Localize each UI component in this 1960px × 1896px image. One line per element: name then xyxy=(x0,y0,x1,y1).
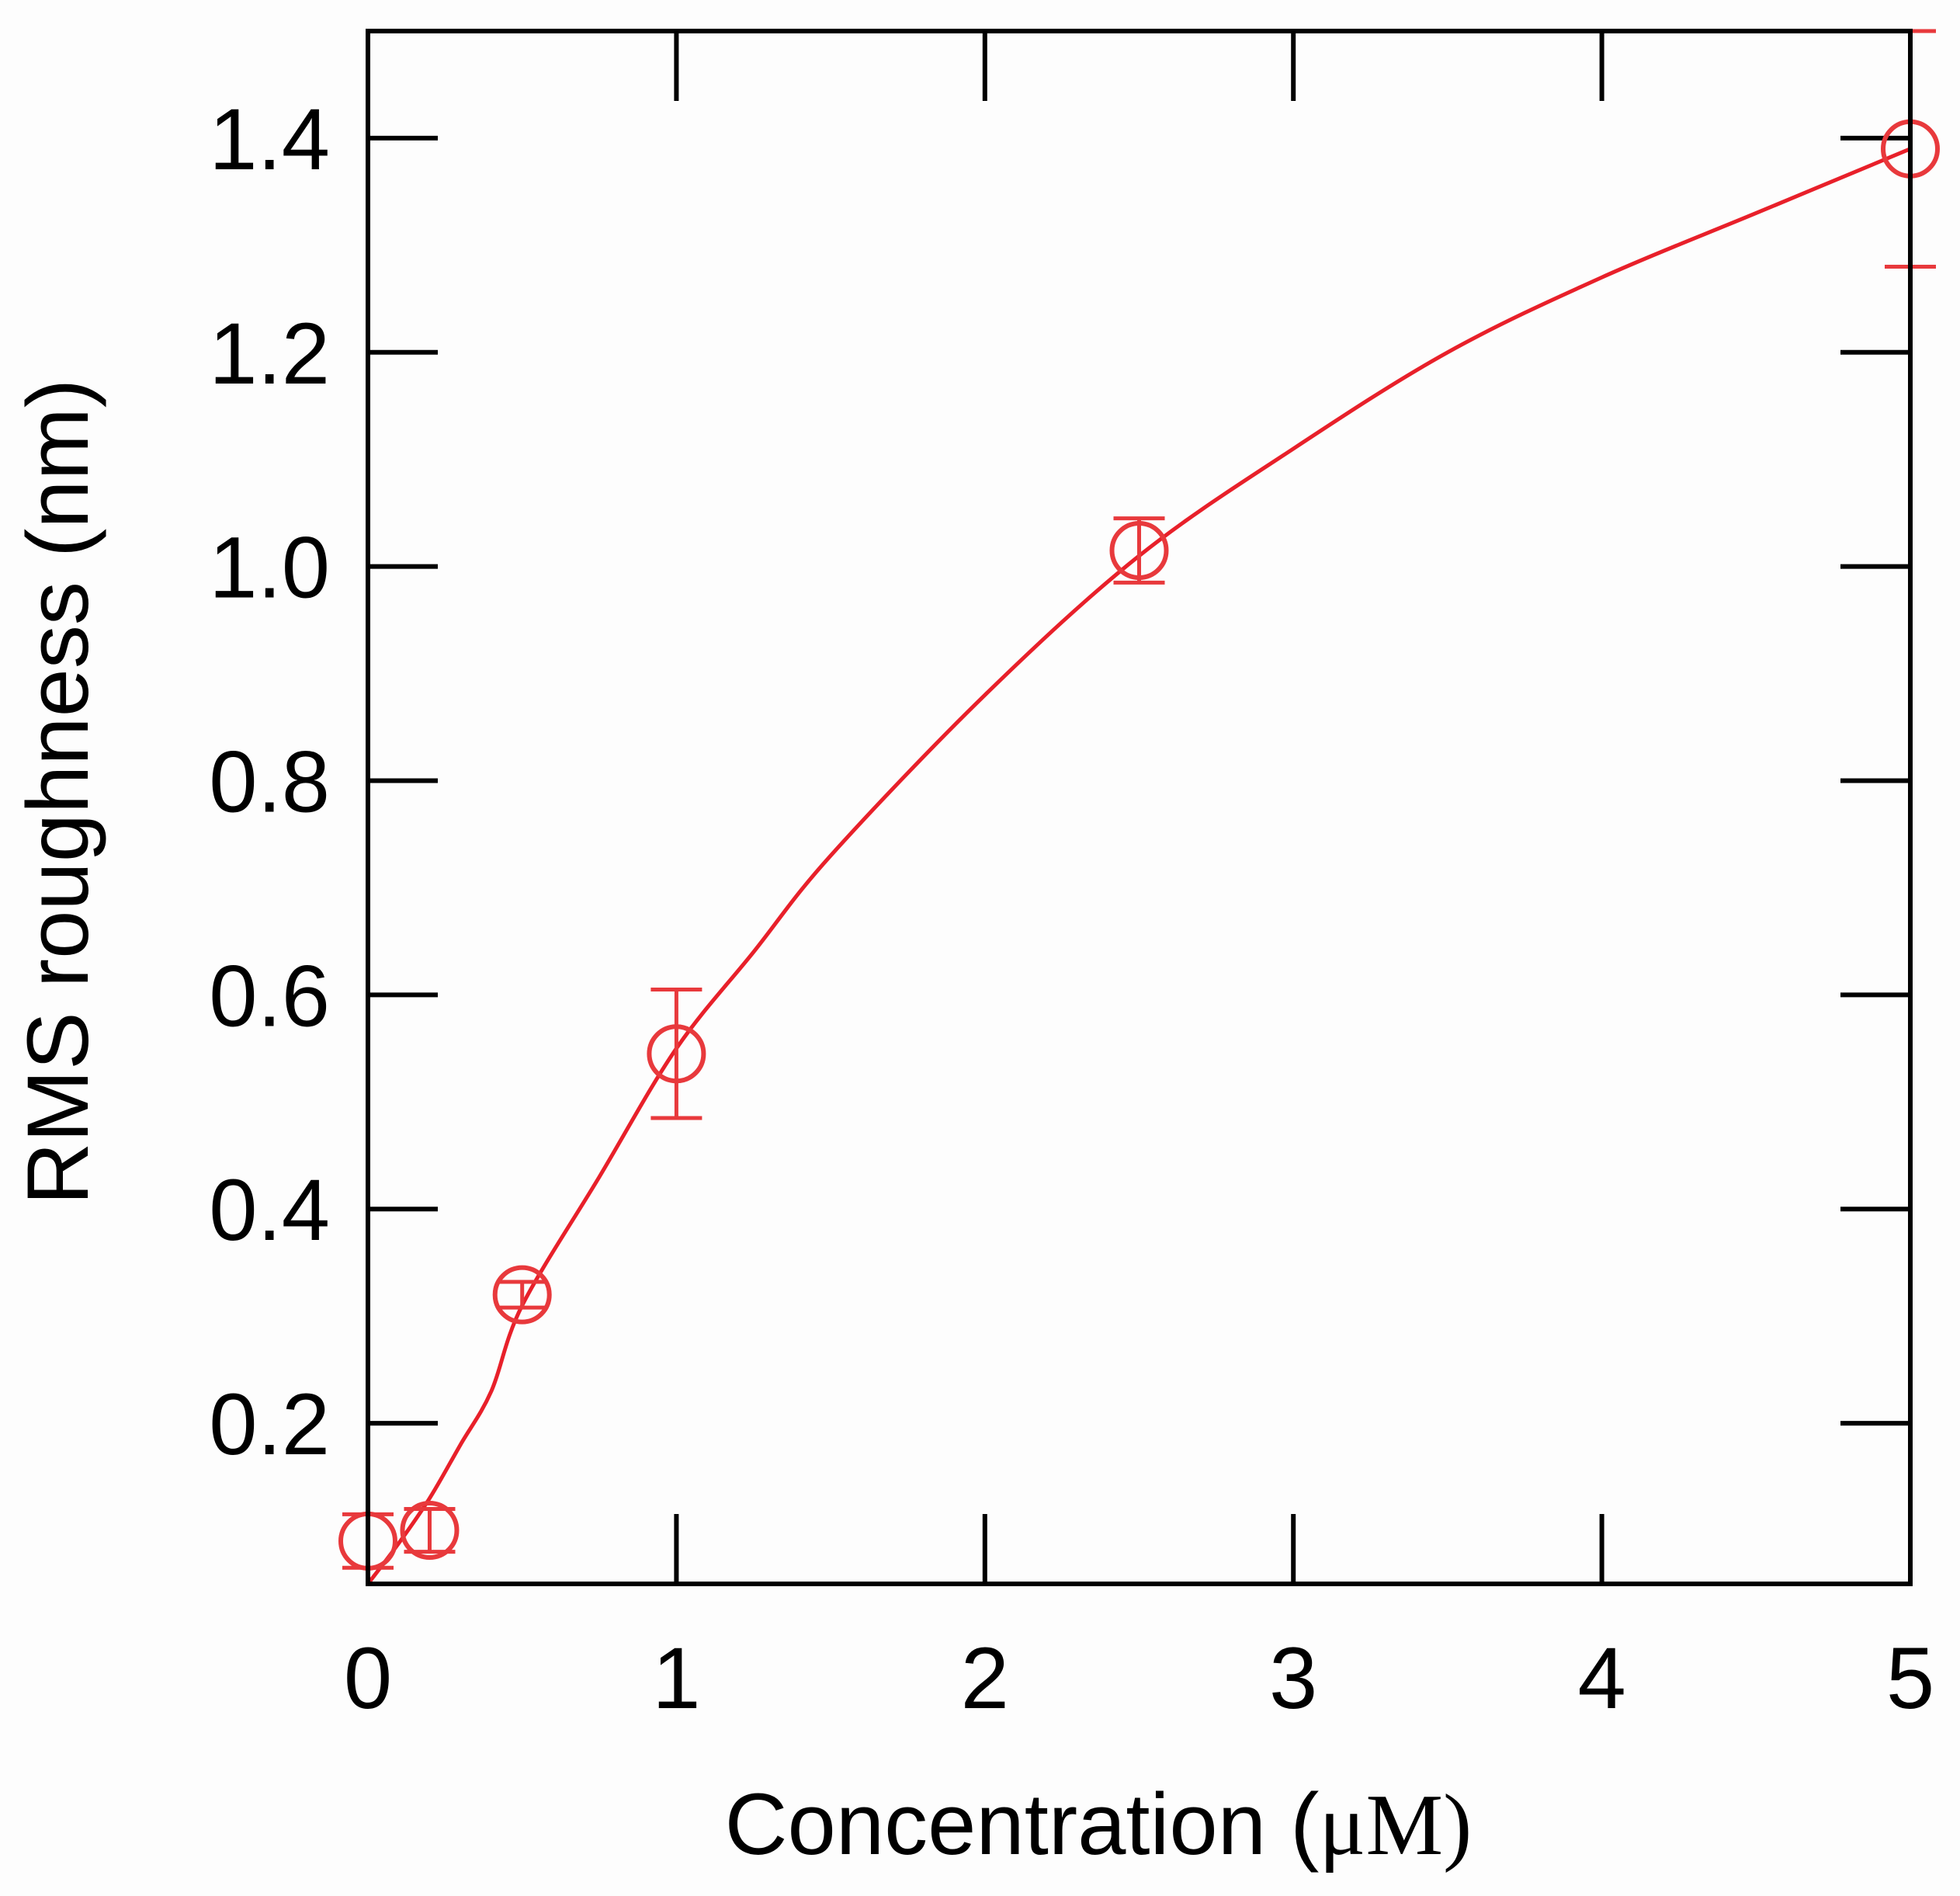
x-tick-label: 4 xyxy=(1577,1630,1625,1727)
x-axis-label: Concentration (μM) xyxy=(725,1776,1473,1873)
y-tick-label: 1.2 xyxy=(209,305,330,402)
x-axis-label-unit: μM) xyxy=(1319,1777,1472,1873)
y-tick-label: 0.8 xyxy=(209,734,330,831)
points-layer xyxy=(338,29,1940,1571)
x-tick-label: 2 xyxy=(961,1630,1009,1727)
x-axis-label-text: Concentration ( xyxy=(725,1776,1320,1873)
x-tick-label: 5 xyxy=(1886,1630,1934,1727)
x-tick-label: 1 xyxy=(652,1630,700,1727)
data-point xyxy=(492,1265,552,1325)
plot-frame xyxy=(366,29,1913,1586)
marker-circle xyxy=(647,1024,706,1084)
y-tick-label: 0.4 xyxy=(209,1162,330,1259)
y-tick-label: 0.2 xyxy=(209,1376,330,1473)
fit-layer xyxy=(366,147,1911,1585)
marker-circle xyxy=(492,1265,552,1325)
y-tick-label: 0.6 xyxy=(209,947,330,1044)
x-tick-label: 0 xyxy=(344,1630,392,1727)
y-tick-label: 1.4 xyxy=(209,91,330,188)
ticks-layer xyxy=(366,31,1913,1584)
labels-layer: 0 1 2 3 4 5 0.2 0.4 0.6 0.8 1.0 1.2 1.4 xyxy=(209,91,1934,1727)
data-point xyxy=(1109,516,1169,585)
x-tick-label: 3 xyxy=(1269,1630,1317,1727)
marker-circle xyxy=(400,1501,460,1561)
data-point xyxy=(647,987,706,1120)
marker-circle xyxy=(1109,520,1169,580)
y-axis-label: RMS roughness (nm) xyxy=(9,379,106,1205)
y-tick-label: 1.0 xyxy=(209,519,330,616)
fit-curve xyxy=(366,147,1911,1585)
data-point xyxy=(400,1501,460,1561)
